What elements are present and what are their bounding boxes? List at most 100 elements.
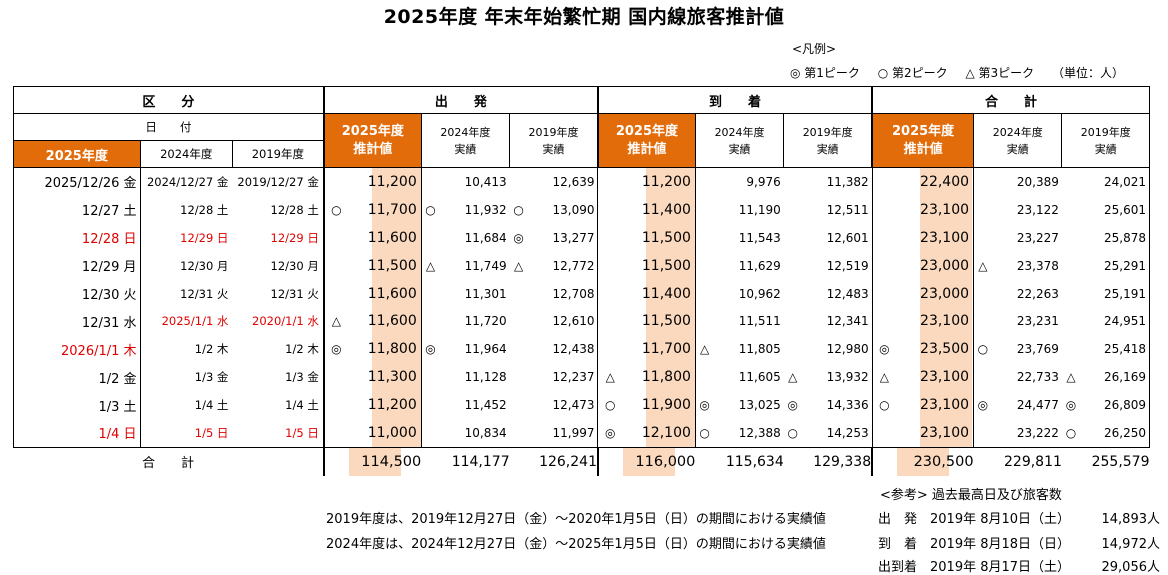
peak-mark bbox=[695, 168, 713, 196]
peak-mark bbox=[695, 280, 713, 308]
legend: ◎ 第1ピーク ○ 第2ピーク △ 第3ピーク （単位：人） bbox=[790, 64, 1138, 81]
peak-value: 14,893人 bbox=[1101, 512, 1161, 527]
peak-mark bbox=[598, 307, 622, 335]
peak-mark bbox=[322, 363, 348, 392]
peak-value: 29,056人 bbox=[1101, 560, 1161, 575]
note-line-2019: 2019年度は、2019年12月27日（金）～2020年1月5日（日）の期間にお… bbox=[326, 512, 826, 527]
departure-2024-cell: 11,128 bbox=[464, 370, 507, 385]
date-2025-cell: 2026/1/1 木 bbox=[13, 335, 141, 364]
peak-mark bbox=[322, 223, 348, 252]
date-2024-cell: 2024/12/27 金 bbox=[146, 174, 229, 189]
date-2025-cell: 12/27 土 bbox=[13, 195, 141, 224]
departure-2019-cell: 12,610 bbox=[527, 307, 599, 336]
total-estimate-cell: 23,100 bbox=[896, 223, 975, 252]
departure-2024-header: 2024年度 実績 bbox=[420, 113, 511, 168]
total-estimate-cell: 23,500 bbox=[896, 335, 975, 364]
peak-label: 出到着 bbox=[878, 560, 918, 575]
peak-arrival: 到 着 2019年 8月18日（日） 14,972人 bbox=[878, 533, 1160, 552]
peak-mark bbox=[784, 252, 802, 280]
total-2024-cell: 22,733 bbox=[1016, 370, 1059, 385]
departure-2019-cell: 13,090 bbox=[527, 195, 599, 224]
date-2019-cell: 2020/1/1 水 bbox=[232, 307, 325, 336]
peak-mark bbox=[421, 168, 439, 196]
departure-2019-cell: 12,639 bbox=[527, 167, 599, 196]
departure-2019-cell: 11,997 bbox=[527, 419, 599, 448]
peak-mark: ○ bbox=[695, 419, 714, 448]
total-2024-cell: 23,227 bbox=[1016, 230, 1059, 245]
peak-mark: ◎ bbox=[597, 419, 623, 448]
arrival-estimate-header: 2025年度 推計値 bbox=[596, 113, 696, 168]
peak-mark bbox=[322, 251, 348, 280]
peak-mark bbox=[510, 363, 528, 391]
peak-mark bbox=[974, 363, 992, 391]
total-2019-cell: 25,418 bbox=[1079, 335, 1150, 364]
departure-2019-cell: 12,438 bbox=[527, 335, 599, 364]
arrival-estimate-cell: 11,400 bbox=[622, 195, 696, 224]
totals-label: 合 計 bbox=[142, 456, 195, 472]
peak-value: 14,972人 bbox=[1101, 537, 1161, 552]
date-2025-cell: 1/3 土 bbox=[13, 391, 141, 420]
peak-mark: ○ bbox=[879, 398, 890, 413]
date-2024-cell: 12/29 日 bbox=[180, 230, 229, 245]
date-2019-cell: 1/3 金 bbox=[232, 363, 325, 392]
totals-row: 合 計 114,500 114,177 126,241 116,000 115,634 12… bbox=[14, 447, 1150, 476]
note-line-2024: 2024年度は、2024年12月27日（金）～2025年1月5日（日）の期間にお… bbox=[326, 537, 826, 552]
peak-mark bbox=[973, 419, 992, 448]
peak-departure: 出 発 2019年 8月10日（土） 14,893人 bbox=[878, 508, 1160, 527]
arrival-2024-cell: 12,388 bbox=[713, 419, 784, 448]
peak-date: 2019年 8月10日（土） bbox=[930, 512, 1071, 527]
date-2025-cell: 12/31 水 bbox=[13, 307, 141, 336]
legend-peak3: △ 第3ピーク bbox=[965, 66, 1035, 80]
arrival-2024-cell: 11,805 bbox=[738, 342, 781, 357]
peak-mark: ○ bbox=[322, 195, 348, 224]
arrival-estimate-cell: 11,200 bbox=[622, 167, 696, 196]
total-2024-total: 229,811 bbox=[1004, 453, 1062, 470]
total-2019-cell: 26,250 bbox=[1079, 419, 1150, 448]
peak-mark bbox=[872, 196, 896, 224]
total-2019-cell: 26,169 bbox=[1079, 363, 1150, 392]
total-2019-header: 2019年度 実績 bbox=[1061, 113, 1150, 168]
arrival-estimate-total: 116,000 bbox=[596, 447, 696, 476]
peak-total: 出到着 2019年 8月17日（土） 29,056人 bbox=[878, 556, 1160, 575]
departure-estimate-cell: 11,200 bbox=[347, 391, 422, 420]
date-header: 日 付 bbox=[12, 113, 325, 141]
peak-mark: ◎ bbox=[879, 342, 890, 357]
table-row: 12/29 月 12/30 月 12/30 月 11,500 △ 11,749 △ 12,77… bbox=[13, 251, 1150, 280]
peak-mark bbox=[784, 224, 802, 252]
total-estimate-cell: 22,400 bbox=[896, 167, 975, 196]
arrival-estimate-cell: 11,800 bbox=[622, 363, 696, 392]
peak-mark bbox=[598, 252, 622, 280]
peak-mark bbox=[872, 419, 897, 448]
departure-2024-cell: 11,684 bbox=[464, 230, 507, 245]
table-row: 12/28 日 12/29 日 12/29 日 11,600 11,684 ◎ 13,277… bbox=[13, 223, 1150, 252]
table-row: 1/2 金 1/3 金 1/3 金 11,300 11,128 12,237 △ 11,800… bbox=[13, 363, 1150, 392]
peak-mark bbox=[510, 335, 528, 363]
date-2019-cell: 12/29 日 bbox=[232, 223, 325, 252]
date-2019-cell: 2019/12/27 金 bbox=[232, 167, 325, 196]
peak-mark bbox=[598, 168, 622, 196]
peak-mark: ○ bbox=[783, 419, 802, 448]
legend-label: <凡例> bbox=[792, 42, 837, 56]
peak-mark: ◎ bbox=[699, 398, 710, 413]
date-2024-cell: 2025/1/1 水 bbox=[161, 314, 229, 329]
departure-estimate-cell: 11,000 bbox=[347, 419, 422, 448]
arrival-2024-cell: 11,543 bbox=[738, 230, 781, 245]
date-2024-cell: 12/31 火 bbox=[180, 286, 229, 301]
peak-mark bbox=[1062, 224, 1080, 252]
peak-mark bbox=[598, 335, 622, 363]
peak-mark: ○ bbox=[425, 202, 436, 217]
peak-mark bbox=[421, 307, 439, 335]
arrival-estimate-cell: 12,100 bbox=[622, 419, 696, 448]
arrival-estimate-cell: 11,500 bbox=[622, 251, 696, 280]
legend-peak2: ○ 第2ピーク bbox=[877, 66, 948, 80]
departure-estimate-cell: 11,600 bbox=[347, 223, 422, 252]
reference-heading: <参考> 過去最高日及び旅客数 bbox=[880, 488, 1062, 503]
departure-estimate-cell: 11,600 bbox=[347, 307, 422, 336]
arrival-2024-cell: 9,976 bbox=[746, 174, 781, 189]
arrival-2024-header: 2024年度 実績 bbox=[694, 113, 785, 168]
peak-mark bbox=[872, 307, 896, 335]
arrival-2019-cell: 12,980 bbox=[801, 335, 873, 364]
peak-mark bbox=[322, 167, 348, 196]
fy2024-date-header: 2024年度 bbox=[139, 140, 233, 168]
arrival-2019-cell: 14,253 bbox=[801, 419, 873, 448]
